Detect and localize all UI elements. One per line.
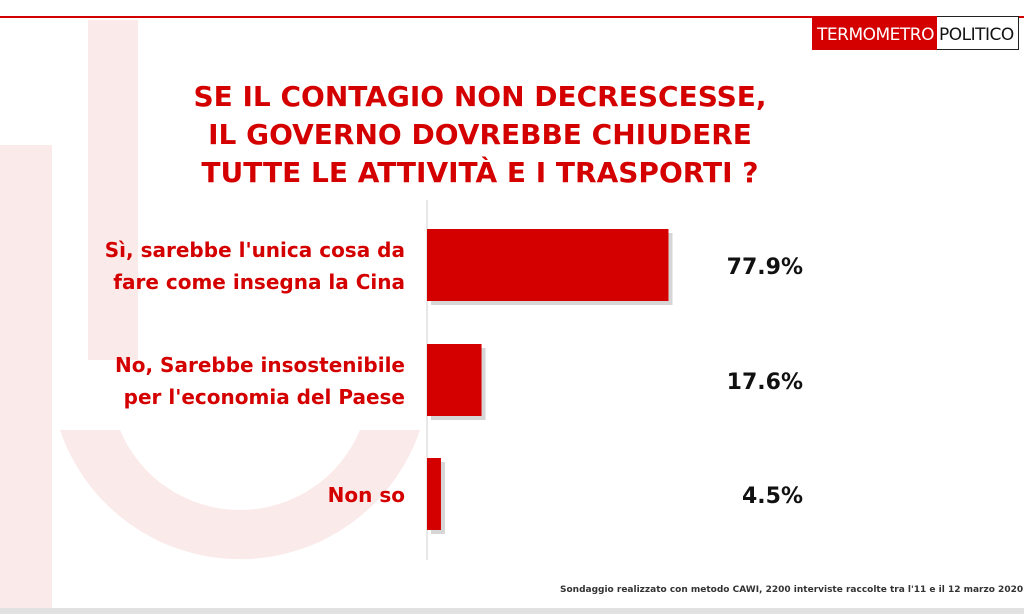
value-label: 17.6%	[727, 370, 803, 395]
value-label: 4.5%	[742, 484, 803, 509]
title-line: IL GOVERNO DOVREBBE CHIUDERE	[208, 118, 752, 151]
top-rule	[0, 16, 1024, 18]
category-label: No, Sarebbe insostenibile	[115, 353, 405, 377]
bar	[427, 344, 482, 416]
bar	[427, 458, 441, 530]
chart-title: SE IL CONTAGIO NON DECRESCESSE, IL GOVER…	[150, 78, 810, 192]
watermark-shape	[60, 430, 420, 560]
category-label: Non so	[328, 483, 405, 507]
termometro-politico-logo: TERMOMETRO POLITICO	[812, 16, 1019, 50]
category-label: fare come insegna la Cina	[113, 270, 405, 294]
title-line: SE IL CONTAGIO NON DECRESCESSE,	[193, 80, 767, 113]
value-label: 77.9%	[727, 255, 803, 280]
category-label: Sì, sarebbe l'unica cosa da	[105, 238, 405, 262]
footnote: Sondaggio realizzato con metodo CAWI, 22…	[560, 585, 1024, 595]
title-line: TUTTE LE ATTIVITÀ E I TRASPORTI ?	[201, 156, 759, 189]
watermark-shape	[0, 145, 52, 614]
bar	[427, 229, 669, 301]
bottom-rule	[0, 608, 1024, 614]
category-label: per l'economia del Paese	[124, 385, 405, 409]
watermark-shape	[88, 20, 138, 360]
logo-part-2: POLITICO	[936, 16, 1019, 50]
logo-part-1: TERMOMETRO	[812, 16, 937, 50]
